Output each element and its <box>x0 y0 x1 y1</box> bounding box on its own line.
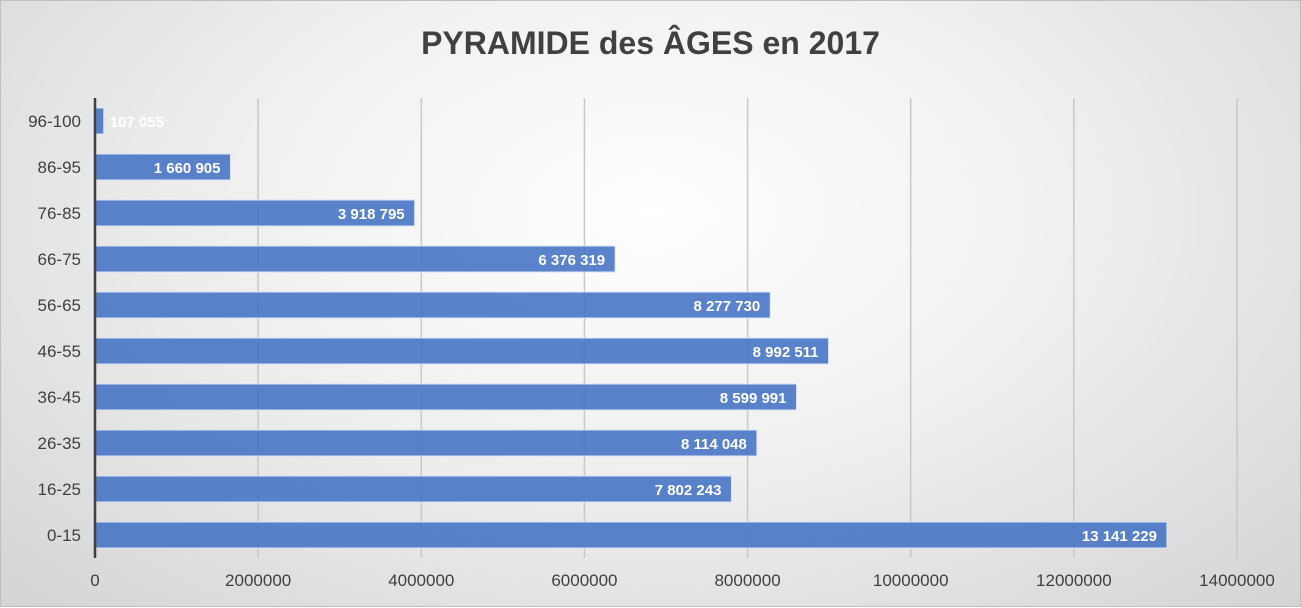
data-label: 6 376 319 <box>538 252 605 269</box>
data-label: 8 599 991 <box>720 390 787 407</box>
data-label: 13 141 229 <box>1082 528 1157 545</box>
category-label: 66-75 <box>38 250 81 269</box>
x-tick-label: 2000000 <box>225 571 291 590</box>
bar <box>94 245 616 273</box>
category-label: 86-95 <box>38 158 81 177</box>
bar <box>94 291 771 319</box>
bar <box>94 337 830 365</box>
category-label: 46-55 <box>38 342 81 361</box>
bar <box>94 153 231 181</box>
category-label: 26-35 <box>38 434 81 453</box>
x-tick-label: 8000000 <box>714 571 780 590</box>
data-label: 8 114 048 <box>681 436 747 453</box>
category-label: 16-25 <box>38 480 81 499</box>
data-label: 1 660 905 <box>154 160 221 177</box>
category-label: 36-45 <box>38 388 81 407</box>
chart-title: PYRAMIDE des ÂGES en 2017 <box>421 25 880 61</box>
x-tick-label: 14000000 <box>1199 571 1275 590</box>
category-label: 96-100 <box>28 112 81 131</box>
data-label: 8 992 511 <box>753 344 819 361</box>
data-label: 8 277 730 <box>693 298 760 315</box>
x-tick-label: 0 <box>90 571 99 590</box>
bar <box>94 521 1168 549</box>
x-tick-label: 10000000 <box>873 571 949 590</box>
bar <box>94 475 732 503</box>
x-tick-label: 12000000 <box>1036 571 1112 590</box>
data-label: 107 055 <box>110 114 164 131</box>
data-label: 3 918 795 <box>338 206 405 223</box>
bar <box>94 107 105 135</box>
bar <box>94 383 798 411</box>
category-label: 56-65 <box>38 296 81 315</box>
x-tick-label: 4000000 <box>388 571 454 590</box>
x-tick-label: 6000000 <box>551 571 617 590</box>
category-label: 0-15 <box>47 526 81 545</box>
data-label: 7 802 243 <box>655 482 722 499</box>
bar <box>94 429 758 457</box>
category-label: 76-85 <box>38 204 81 223</box>
